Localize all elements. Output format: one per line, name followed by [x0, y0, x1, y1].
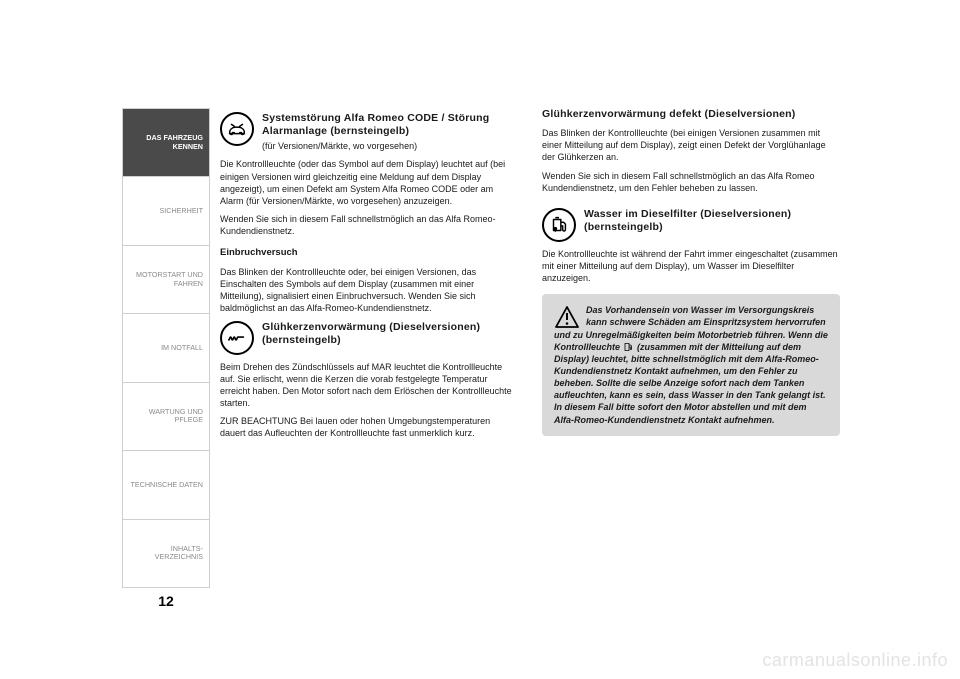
- column-right: Glühkerzenvorwärmung defekt (Dieselversi…: [542, 108, 840, 445]
- tab-label: SICHERHEIT: [159, 207, 203, 216]
- tab-label: IM NOTFALL: [161, 344, 203, 353]
- section-gluehkerzen: Glühkerzenvorwärmung (Dieselversionen) (…: [220, 321, 518, 355]
- tab-im-notfall[interactable]: IM NOTFALL: [122, 314, 210, 382]
- paragraph: Die Kontrollleuchte (oder das Symbol auf…: [220, 158, 518, 207]
- paragraph: Wenden Sie sich in diesem Fall schnellst…: [542, 170, 840, 194]
- section-wasser-dieselfilter: Wasser im Dieselfilter (Dieselversionen)…: [542, 208, 840, 242]
- subheading-einbruchversuch: Einbruchversuch: [220, 247, 518, 260]
- paragraph: Das Blinken der Kontrollleuchte oder, be…: [220, 266, 518, 315]
- fuel-water-inline-icon: [623, 342, 635, 352]
- tab-label: INHALTS-VERZEICHNIS: [155, 545, 203, 562]
- page-number: 12: [122, 593, 210, 609]
- section-title: Wasser im Dieselfilter (Dieselversionen)…: [584, 208, 840, 234]
- warning-text-b: (zusammen mit der Mitteilung auf dem Dis…: [554, 342, 826, 425]
- section-title: Systemstörung Alfa Romeo CODE / Störung …: [262, 112, 518, 138]
- warning-box: Das Vorhandensein von Wasser im Versorgu…: [542, 294, 840, 435]
- section-title: Glühkerzenvorwärmung (Dieselversionen) (…: [262, 321, 518, 347]
- section-title: Glühkerzenvorwärmung defekt (Dieselversi…: [542, 108, 840, 121]
- fuel-water-icon: [542, 208, 576, 242]
- tab-motorstart-und-fahren[interactable]: MOTORSTART UNDFAHREN: [122, 246, 210, 314]
- tab-label: DAS FAHRZEUGKENNEN: [146, 134, 203, 151]
- sidebar-tabs: DAS FAHRZEUGKENNEN SICHERHEIT MOTORSTART…: [122, 108, 210, 588]
- tab-label: MOTORSTART UNDFAHREN: [136, 271, 203, 288]
- tab-sicherheit[interactable]: SICHERHEIT: [122, 177, 210, 245]
- page-content: Systemstörung Alfa Romeo CODE / Störung …: [220, 108, 840, 445]
- car-alarm-icon: [220, 112, 254, 146]
- tab-das-fahrzeug-kennen[interactable]: DAS FAHRZEUGKENNEN: [122, 108, 210, 177]
- tab-technische-daten[interactable]: TECHNISCHE DATEN: [122, 451, 210, 519]
- paragraph: ZUR BEACHTUNG Bei lauen oder hohen Umgeb…: [220, 415, 518, 439]
- column-left: Systemstörung Alfa Romeo CODE / Störung …: [220, 108, 518, 445]
- paragraph: Das Blinken der Kontrollleuchte (bei ein…: [542, 127, 840, 163]
- tab-label: WARTUNG UNDPFLEGE: [149, 408, 203, 425]
- tab-wartung-und-pflege[interactable]: WARTUNG UNDPFLEGE: [122, 383, 210, 451]
- glow-plug-icon: [220, 321, 254, 355]
- paragraph: Die Kontrollleuchte ist während der Fahr…: [542, 248, 840, 284]
- section-subtitle: (für Versionen/Märkte, wo vorgesehen): [262, 140, 518, 152]
- paragraph: Wenden Sie sich in diesem Fall schnellst…: [220, 213, 518, 237]
- watermark: carmanualsonline.info: [762, 650, 948, 671]
- tab-label: TECHNISCHE DATEN: [130, 481, 203, 490]
- warning-triangle-icon: [554, 306, 580, 328]
- section-alfa-romeo-code: Systemstörung Alfa Romeo CODE / Störung …: [220, 112, 518, 152]
- paragraph: Beim Drehen des Zündschlüssels auf MAR l…: [220, 361, 518, 410]
- tab-inhaltsverzeichnis[interactable]: INHALTS-VERZEICHNIS: [122, 520, 210, 588]
